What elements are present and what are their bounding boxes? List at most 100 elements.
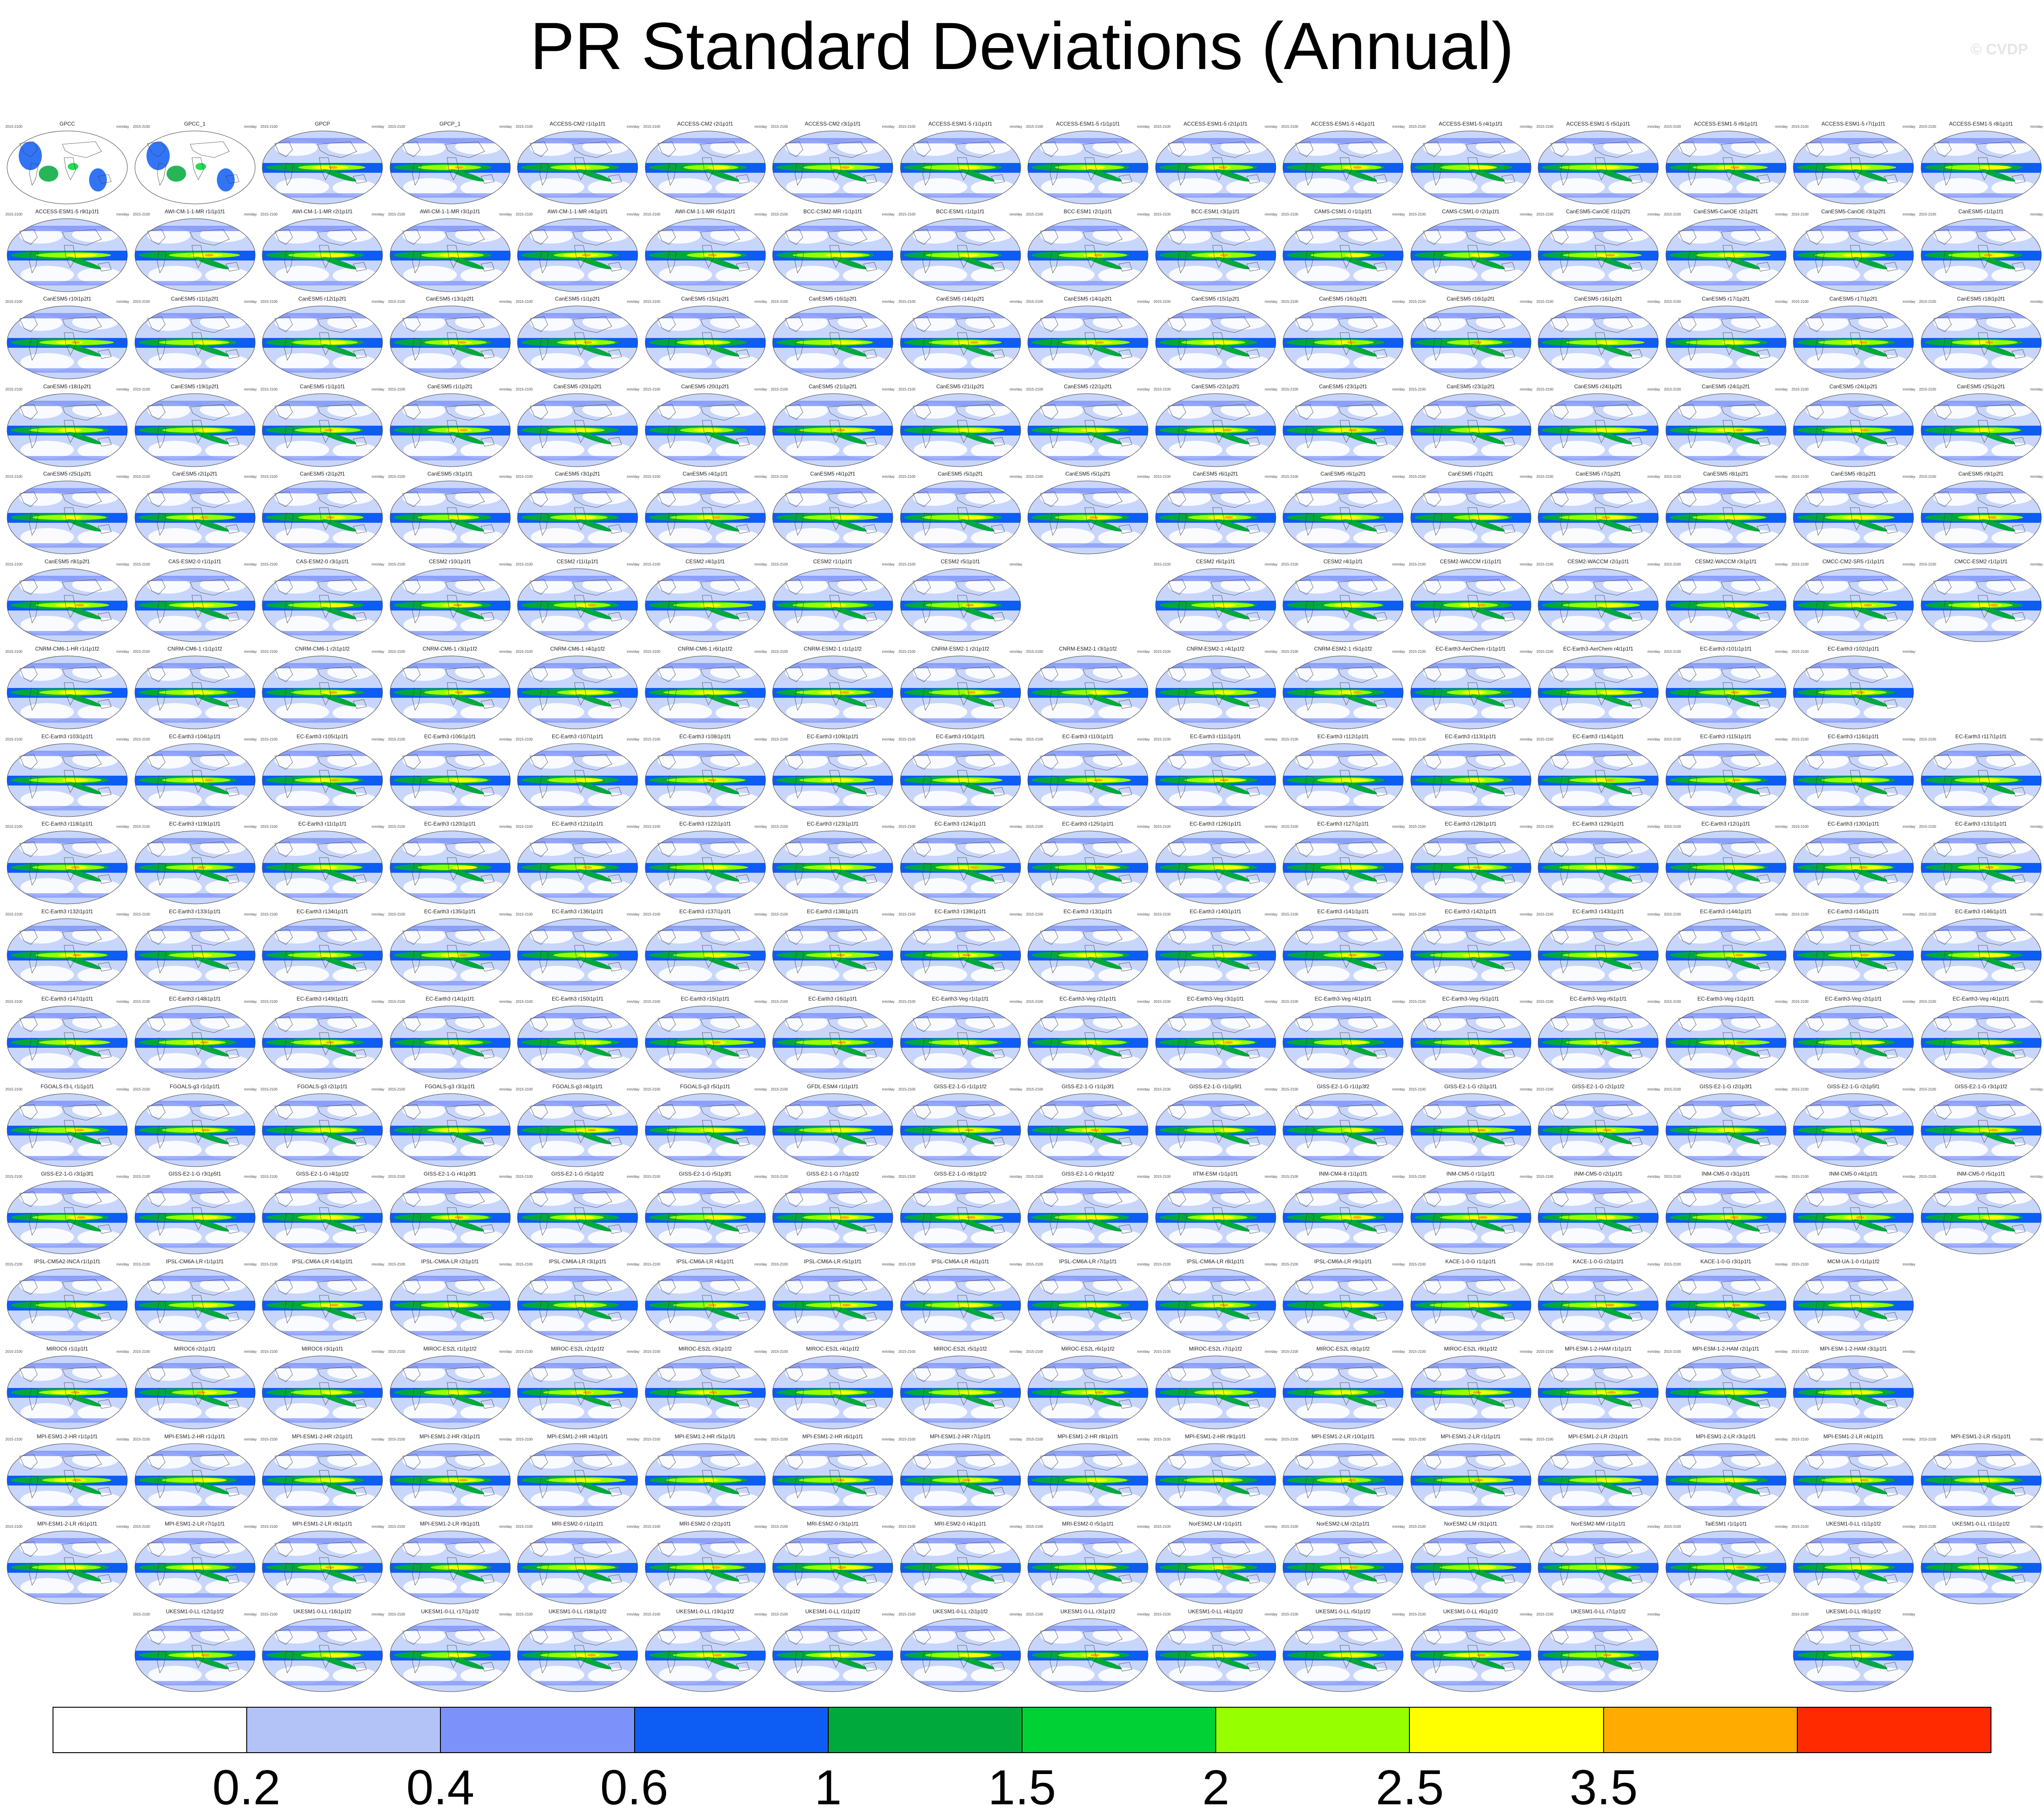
map-panel: GISS-E2-1-G r2i1p1f2 2015-2100 mm/day bbox=[1535, 1083, 1662, 1168]
panel-years: 2015-2100 bbox=[1536, 912, 1554, 916]
precip-field bbox=[1155, 1531, 1276, 1604]
panel-units: mm/day bbox=[754, 825, 767, 829]
precip-field bbox=[262, 218, 383, 292]
world-map bbox=[645, 1180, 765, 1254]
panel-years: 2015-2100 bbox=[1026, 125, 1043, 129]
colorbar-tick-label: 1 bbox=[814, 1760, 842, 1815]
panel-units: mm/day bbox=[499, 125, 512, 129]
world-map bbox=[1155, 655, 1276, 729]
map-panel: CanESM5 r9i1p2f1 2015-2100 mm/day bbox=[4, 558, 131, 643]
world-map bbox=[772, 1618, 893, 1692]
world-map bbox=[1027, 218, 1148, 292]
colorbar-swatch bbox=[1604, 1708, 1798, 1752]
world-map bbox=[517, 218, 638, 292]
panel-years: 2015-2100 bbox=[516, 1525, 533, 1529]
precip-field bbox=[7, 656, 127, 729]
map-panel: EC-Earth3-Veg r1i1p1f1 2015-2100 mm/day bbox=[1662, 995, 1790, 1081]
map-outline bbox=[645, 1530, 765, 1604]
panel-title: MCM-UA-1-0 r1i1p1f2 bbox=[1827, 1258, 1880, 1265]
map-outline bbox=[1793, 918, 1914, 992]
map-outline bbox=[1410, 1268, 1531, 1342]
panel-title: CanESM5 r21i1p2f1 bbox=[808, 383, 857, 390]
panel-units: mm/day bbox=[371, 912, 384, 916]
map-outline bbox=[1027, 305, 1148, 379]
map-panel: CNRM-CM6-1 r6i1p1f2 2015-2100 mm/day bbox=[642, 645, 769, 731]
panel-years: 2015-2100 bbox=[261, 125, 278, 129]
map-panel: EC-Earth3 r121i1p1f1 2015-2100 mm/day bbox=[514, 820, 641, 906]
map-outline bbox=[1283, 1443, 1404, 1517]
map-panel: EC-Earth3 r123i1p1f1 2015-2100 mm/day bbox=[769, 820, 896, 906]
panel-years: 2015-2100 bbox=[771, 212, 788, 216]
precip-field bbox=[1155, 656, 1276, 729]
precip-field bbox=[517, 1093, 638, 1167]
panel-years: 2015-2100 bbox=[133, 387, 150, 391]
map-panel: ACCESS-CM2 r1i1p1f1 2015-2100 mm/day bbox=[514, 120, 641, 206]
panel-units: mm/day bbox=[882, 1350, 895, 1354]
map-outline bbox=[262, 218, 383, 292]
map-outline bbox=[1410, 218, 1531, 292]
world-map bbox=[1283, 568, 1404, 642]
panel-title: CanESM5 r14i1p2f1 bbox=[1063, 296, 1112, 302]
map-outline bbox=[1410, 305, 1531, 379]
precip-field bbox=[1793, 918, 1914, 992]
map-panel: CMCC-CM2-SR5 r1i1p1f1 2015-2100 mm/day bbox=[1790, 558, 1917, 643]
precip-field bbox=[645, 831, 765, 904]
map-outline bbox=[900, 1005, 1021, 1079]
map-panel: BCC-ESM1 r2i1p1f1 2015-2100 mm/day bbox=[1024, 208, 1152, 293]
panel-title: CESM2 r10i1p1f1 bbox=[429, 558, 471, 565]
map-outline bbox=[1538, 480, 1659, 554]
panel-title: ACCESS-ESM1-5 r5i1p1f1 bbox=[1566, 121, 1630, 127]
panel-units: mm/day bbox=[627, 475, 639, 479]
panel-title: UKESM1-0-LL r2i1p1f2 bbox=[932, 1608, 988, 1615]
map-outline bbox=[1027, 655, 1148, 729]
panel-units: mm/day bbox=[1265, 125, 1278, 129]
map-outline bbox=[1155, 1355, 1276, 1429]
map-outline bbox=[1665, 830, 1786, 904]
panel-title: MRI-ESM2-0 r5i1p1f1 bbox=[1062, 1521, 1114, 1527]
panel-units: mm/day bbox=[1520, 1525, 1533, 1529]
map-panel: EC-Earth3 r106i1p1f1 2015-2100 mm/day bbox=[387, 733, 514, 818]
precip-field bbox=[773, 1006, 893, 1079]
map-panel: INM-CM5-0 r4i1p1f1 2015-2100 mm/day bbox=[1790, 1170, 1917, 1256]
map-outline bbox=[1665, 305, 1786, 379]
map-outline bbox=[1921, 568, 2041, 642]
map-panel: INM-CM5-0 r2i1p1f1 2015-2100 mm/day bbox=[1535, 1170, 1662, 1256]
map-outline bbox=[1410, 1355, 1531, 1429]
map-outline bbox=[1410, 1443, 1531, 1517]
panel-years: 2015-2100 bbox=[898, 1437, 916, 1441]
panel-years: 2015-2100 bbox=[643, 1000, 660, 1004]
precip-field bbox=[773, 393, 893, 467]
map-panel: ACCESS-ESM1-5 r9i1p1f1 2015-2100 mm/day bbox=[4, 208, 131, 293]
world-map bbox=[1665, 305, 1786, 379]
map-outline bbox=[1283, 568, 1404, 642]
map-panel: CanESM5 r19i1p2f1 2015-2100 mm/day bbox=[131, 383, 259, 468]
precip-field bbox=[134, 1356, 255, 1429]
panel-title: AWI-CM-1-1-MR r1i1p1f1 bbox=[164, 208, 225, 215]
panel-years: 2015-2100 bbox=[1536, 1437, 1554, 1441]
panel-units: mm/day bbox=[499, 650, 512, 654]
panel-units: mm/day bbox=[1775, 737, 1788, 741]
panel-years: 2015-2100 bbox=[516, 737, 533, 741]
precip-field bbox=[900, 1093, 1021, 1167]
map-panel: CanESM5 r9i1p2f1 2015-2100 mm/day bbox=[1918, 470, 2044, 556]
panel-title: FGOALS-g3 r1i1p1f1 bbox=[170, 1083, 220, 1090]
map-outline bbox=[1793, 1443, 1914, 1517]
map-outline bbox=[1155, 130, 1276, 204]
panel-title: CanESM5-CanOE r1i1p2f1 bbox=[1566, 208, 1631, 215]
panel-units: mm/day bbox=[371, 387, 384, 391]
map-outline bbox=[262, 1093, 383, 1167]
panel-years: 2015-2100 bbox=[1281, 475, 1299, 479]
panel-years: 2015-2100 bbox=[5, 1525, 23, 1529]
panel-years: 2015-2100 bbox=[1409, 1525, 1426, 1529]
map-panel: EC-Earth3-AerChem r1i1p1f1 2015-2100 mm/da… bbox=[1407, 645, 1535, 731]
world-map bbox=[645, 480, 765, 554]
precip-field bbox=[773, 1356, 893, 1429]
map-panel: UKESM1-0-LL r12i1p1f2 2015-2100 mm/day bbox=[131, 1608, 259, 1693]
world-map bbox=[1155, 130, 1276, 204]
panel-units: mm/day bbox=[1010, 1525, 1022, 1529]
panel-units: mm/day bbox=[244, 300, 257, 304]
panel-title: GISS-E2-1-G r4i1p3f1 bbox=[423, 1171, 476, 1177]
map-outline bbox=[1793, 1005, 1914, 1079]
precip-field bbox=[1155, 831, 1276, 904]
precip-field bbox=[1793, 481, 1914, 554]
